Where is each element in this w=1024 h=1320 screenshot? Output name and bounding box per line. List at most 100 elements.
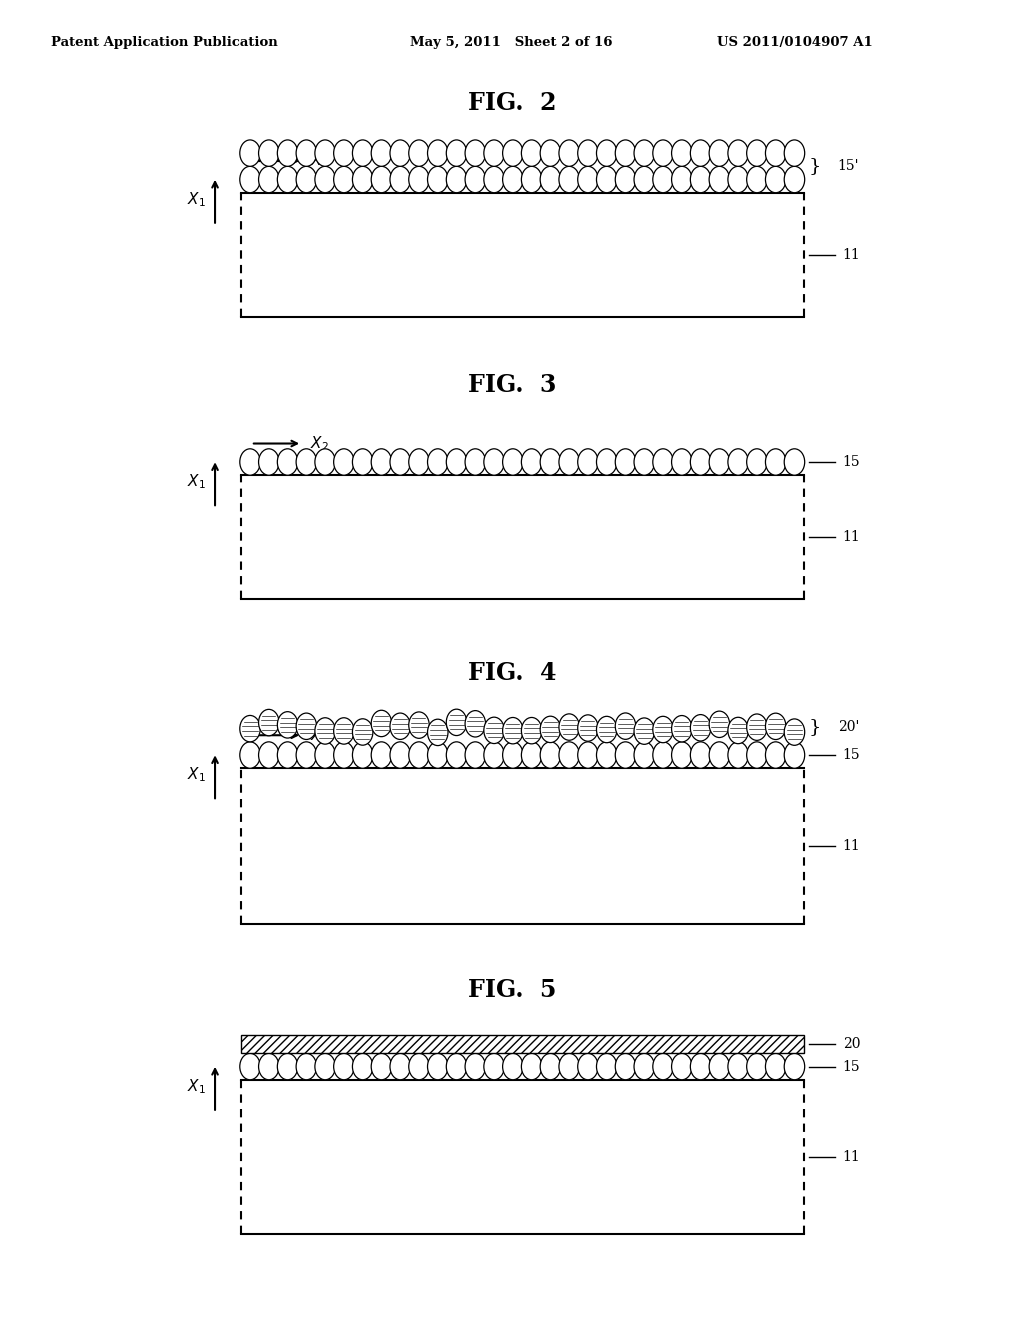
Circle shape bbox=[409, 742, 429, 768]
Circle shape bbox=[352, 742, 373, 768]
Circle shape bbox=[352, 449, 373, 475]
Circle shape bbox=[258, 166, 279, 193]
Circle shape bbox=[541, 140, 561, 166]
Circle shape bbox=[315, 1053, 336, 1080]
Circle shape bbox=[334, 140, 354, 166]
Circle shape bbox=[428, 140, 449, 166]
Circle shape bbox=[258, 140, 279, 166]
Text: }: } bbox=[809, 718, 821, 737]
Circle shape bbox=[653, 140, 674, 166]
Circle shape bbox=[634, 742, 654, 768]
Circle shape bbox=[728, 449, 749, 475]
Text: 15': 15' bbox=[838, 160, 859, 173]
Circle shape bbox=[672, 715, 692, 742]
Circle shape bbox=[465, 449, 485, 475]
Circle shape bbox=[615, 140, 636, 166]
Circle shape bbox=[634, 718, 654, 744]
Circle shape bbox=[746, 140, 767, 166]
Circle shape bbox=[596, 449, 616, 475]
Circle shape bbox=[709, 140, 729, 166]
Circle shape bbox=[409, 166, 429, 193]
Circle shape bbox=[746, 1053, 767, 1080]
Circle shape bbox=[483, 449, 504, 475]
Circle shape bbox=[541, 742, 561, 768]
Circle shape bbox=[240, 742, 260, 768]
Circle shape bbox=[428, 742, 449, 768]
Circle shape bbox=[483, 140, 504, 166]
Circle shape bbox=[728, 166, 749, 193]
Circle shape bbox=[446, 709, 467, 735]
Circle shape bbox=[672, 140, 692, 166]
Circle shape bbox=[578, 1053, 598, 1080]
Circle shape bbox=[690, 714, 711, 741]
Circle shape bbox=[334, 742, 354, 768]
Circle shape bbox=[559, 166, 580, 193]
Circle shape bbox=[709, 1053, 729, 1080]
Circle shape bbox=[371, 166, 392, 193]
Circle shape bbox=[653, 1053, 674, 1080]
Circle shape bbox=[371, 1053, 392, 1080]
Circle shape bbox=[615, 713, 636, 739]
Text: FIG.  2: FIG. 2 bbox=[468, 91, 556, 115]
Circle shape bbox=[240, 140, 260, 166]
Circle shape bbox=[503, 742, 523, 768]
Circle shape bbox=[746, 449, 767, 475]
Circle shape bbox=[428, 449, 449, 475]
Circle shape bbox=[653, 449, 674, 475]
Circle shape bbox=[728, 140, 749, 166]
Circle shape bbox=[483, 742, 504, 768]
Text: $X_2$: $X_2$ bbox=[310, 152, 329, 170]
Text: $X_1$: $X_1$ bbox=[187, 473, 206, 491]
Circle shape bbox=[465, 1053, 485, 1080]
Circle shape bbox=[371, 742, 392, 768]
Circle shape bbox=[296, 140, 316, 166]
Circle shape bbox=[765, 1053, 786, 1080]
Circle shape bbox=[578, 742, 598, 768]
Circle shape bbox=[390, 742, 411, 768]
Circle shape bbox=[709, 711, 729, 738]
Circle shape bbox=[615, 742, 636, 768]
Circle shape bbox=[483, 1053, 504, 1080]
Circle shape bbox=[446, 140, 467, 166]
Text: 11: 11 bbox=[843, 248, 860, 261]
Circle shape bbox=[672, 742, 692, 768]
Circle shape bbox=[559, 449, 580, 475]
Circle shape bbox=[315, 140, 336, 166]
Circle shape bbox=[784, 449, 805, 475]
Circle shape bbox=[690, 449, 711, 475]
Circle shape bbox=[615, 1053, 636, 1080]
Circle shape bbox=[352, 1053, 373, 1080]
Circle shape bbox=[690, 166, 711, 193]
Circle shape bbox=[765, 713, 786, 739]
Text: $X_2$: $X_2$ bbox=[310, 1039, 329, 1057]
Circle shape bbox=[390, 449, 411, 475]
Circle shape bbox=[765, 742, 786, 768]
Circle shape bbox=[240, 166, 260, 193]
Circle shape bbox=[596, 140, 616, 166]
Circle shape bbox=[278, 742, 298, 768]
Circle shape bbox=[296, 166, 316, 193]
Circle shape bbox=[521, 166, 542, 193]
Circle shape bbox=[559, 140, 580, 166]
Circle shape bbox=[240, 1053, 260, 1080]
Circle shape bbox=[428, 166, 449, 193]
Circle shape bbox=[634, 1053, 654, 1080]
Text: 15: 15 bbox=[843, 1060, 860, 1073]
Circle shape bbox=[390, 166, 411, 193]
Circle shape bbox=[371, 449, 392, 475]
Circle shape bbox=[596, 1053, 616, 1080]
Circle shape bbox=[371, 710, 392, 737]
Circle shape bbox=[334, 1053, 354, 1080]
Circle shape bbox=[258, 742, 279, 768]
Circle shape bbox=[296, 449, 316, 475]
Circle shape bbox=[596, 742, 616, 768]
Circle shape bbox=[296, 713, 316, 739]
Circle shape bbox=[765, 166, 786, 193]
Circle shape bbox=[690, 1053, 711, 1080]
Circle shape bbox=[690, 140, 711, 166]
Circle shape bbox=[615, 166, 636, 193]
Circle shape bbox=[578, 449, 598, 475]
Circle shape bbox=[315, 166, 336, 193]
Circle shape bbox=[784, 719, 805, 746]
Circle shape bbox=[390, 713, 411, 739]
